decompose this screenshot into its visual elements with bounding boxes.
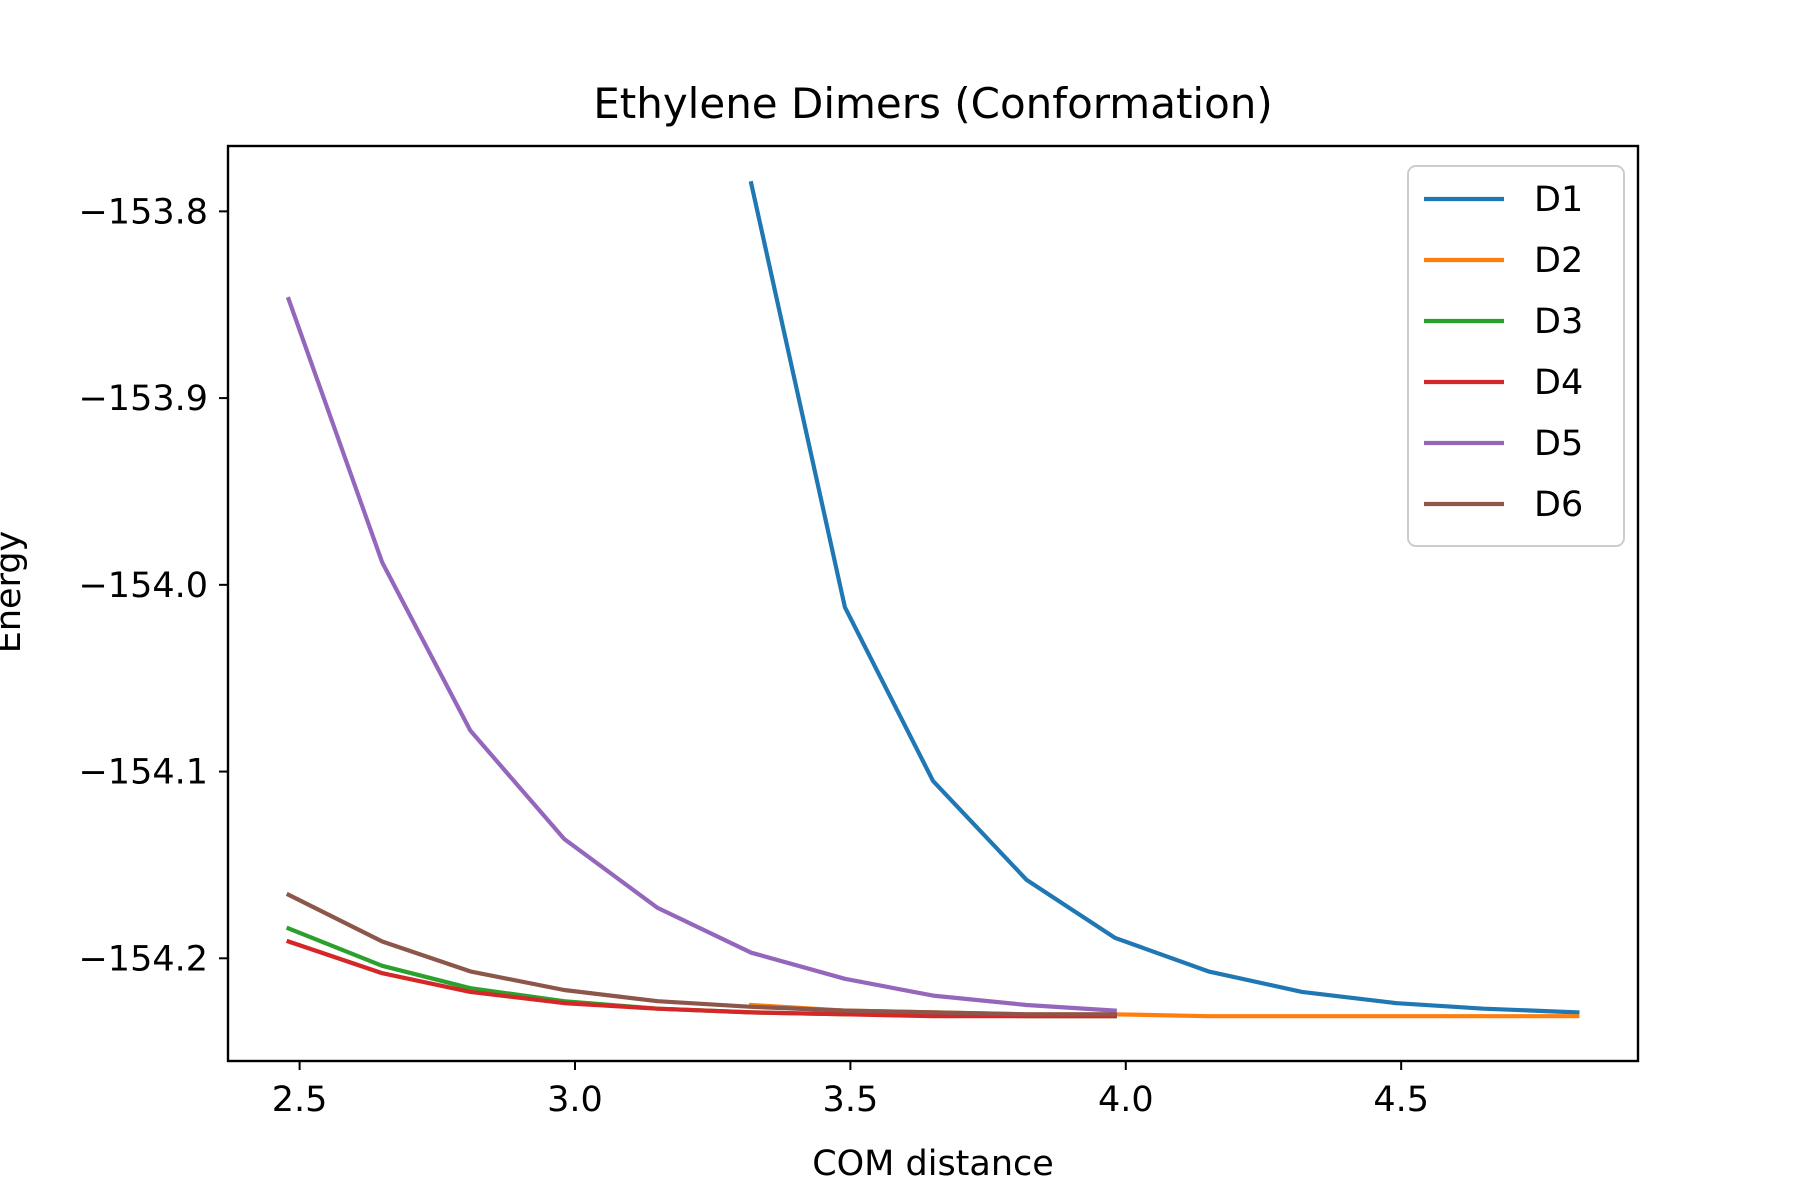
y-tick-label: −154.0 bbox=[78, 566, 208, 606]
legend-label: D3 bbox=[1534, 302, 1583, 342]
legend-box bbox=[1407, 165, 1625, 547]
y-axis: −153.8 −153.9 −154.0 −154.1 −154.2 bbox=[78, 192, 228, 979]
x-tick-label: 4.0 bbox=[1098, 1080, 1154, 1120]
chart-title: Ethylene Dimers (Conformation) bbox=[593, 79, 1273, 128]
series-line-d6 bbox=[285, 891, 1117, 1017]
x-axis: 2.5 3.0 3.5 4.0 4.5 bbox=[272, 1061, 1429, 1120]
legend-label: D2 bbox=[1534, 241, 1583, 281]
y-tick-label: −154.2 bbox=[78, 939, 208, 979]
y-tick-label: −153.8 bbox=[78, 192, 208, 232]
series-line-d5 bbox=[285, 296, 1118, 1013]
legend-label: D5 bbox=[1534, 424, 1583, 464]
x-tick-label: 4.5 bbox=[1373, 1080, 1429, 1120]
series-layer bbox=[285, 180, 1580, 1019]
plot-area bbox=[226, 144, 1640, 1063]
series-line-d4 bbox=[285, 938, 1117, 1019]
plot-frame bbox=[226, 144, 1640, 1063]
y-tick-label: −154.1 bbox=[78, 753, 208, 793]
legend-label: D6 bbox=[1534, 485, 1583, 525]
y-axis-label: Energy bbox=[0, 531, 29, 654]
legend: D1 D2 D3 D4 D5 D6 bbox=[1407, 165, 1625, 547]
x-axis-label: COM distance bbox=[812, 1144, 1054, 1184]
x-tick-label: 3.0 bbox=[547, 1080, 603, 1120]
y-tick-label: −153.9 bbox=[78, 379, 208, 419]
x-tick-label: 2.5 bbox=[272, 1080, 328, 1120]
legend-label: D1 bbox=[1534, 180, 1583, 220]
legend-label: D4 bbox=[1534, 363, 1583, 403]
series-line-d1 bbox=[748, 180, 1580, 1015]
x-tick-label: 3.5 bbox=[823, 1080, 879, 1120]
